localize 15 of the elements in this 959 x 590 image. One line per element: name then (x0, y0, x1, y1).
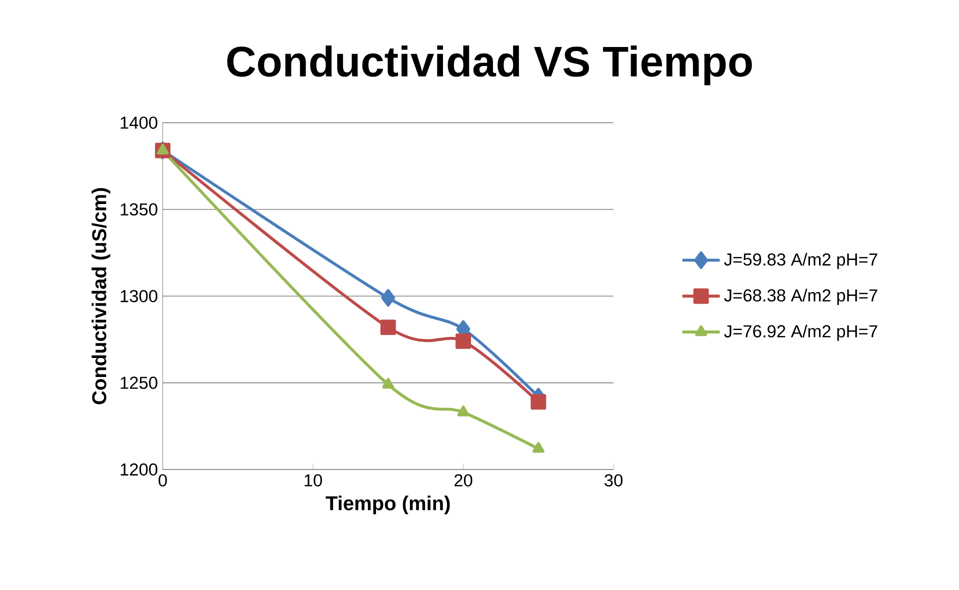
y-axis-title: Conductividad (uS/cm) (92, 188, 110, 404)
y-tick-label: 1250 (120, 376, 158, 390)
y-tick-label: 1300 (120, 290, 158, 302)
chart-title: Conductividad VS Tiempo (227, 46, 752, 86)
y-tick-label: 1400 (120, 116, 158, 130)
x-tick-label: 10 (304, 474, 322, 487)
legend-label: J=76.92 A/m2 pH=7 (724, 324, 878, 342)
x-tick-label: 30 (604, 474, 623, 487)
legend-label: J=59.83 A/m2 pH=7 (724, 253, 878, 270)
x-tick-label: 0 (158, 474, 167, 487)
legend-label: J=68.38 A/m2 pH=7 (724, 289, 878, 306)
x-axis-title: Tiempo (min) (326, 496, 450, 515)
y-tick-label: 1350 (120, 203, 158, 216)
x-tick-label: 20 (454, 474, 472, 487)
y-tick-label: 1200 (120, 464, 158, 476)
